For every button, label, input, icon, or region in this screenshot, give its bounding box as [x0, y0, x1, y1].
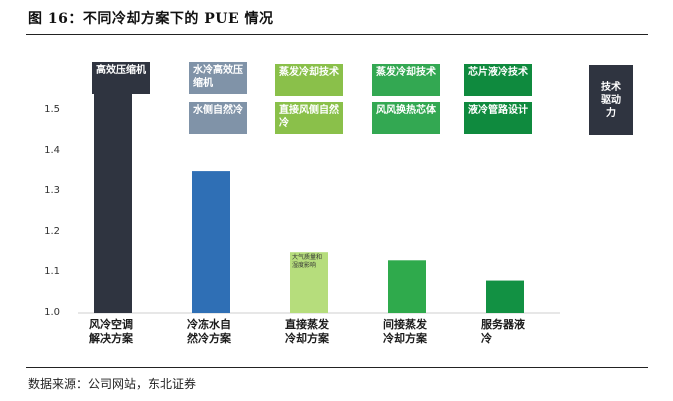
- category-label: 间接蒸发冷却方案: [383, 318, 427, 345]
- y-tick-label: 1.5: [44, 104, 60, 116]
- bar-3: [290, 252, 328, 313]
- figure-source: 数据来源：公司网站，东北证券: [28, 377, 197, 391]
- category-label: 直接蒸发冷却方案: [285, 318, 329, 345]
- category-label: 风冷空调解决方案: [89, 318, 133, 345]
- top-rule: [26, 34, 648, 35]
- bar-2: [192, 171, 230, 313]
- technology-tag: 液冷管路设计: [464, 102, 532, 134]
- bar-4: [388, 260, 426, 313]
- y-tick-label: 1.1: [44, 266, 60, 278]
- driver-tag: 技术驱动力: [589, 65, 633, 135]
- bottom-rule: [26, 367, 648, 368]
- category-label: 冷冻水自然冷方案: [187, 318, 231, 345]
- technology-tag: 蒸发冷却技术: [275, 64, 343, 96]
- technology-tag: 蒸发冷却技术: [372, 64, 440, 96]
- y-tick-label: 1.3: [44, 185, 60, 197]
- category-label: 服务器液冷: [481, 318, 525, 345]
- technology-tag: 芯片液冷技术: [464, 64, 532, 96]
- figure-title: 图 16：不同冷却方案下的 PUE 情况: [28, 11, 274, 27]
- technology-tag: 风风换热芯体: [372, 102, 440, 134]
- technology-tag: 直接风侧自然冷: [275, 102, 343, 134]
- technology-tag: 水冷高效压缩机: [189, 62, 247, 94]
- bar-5: [486, 280, 524, 313]
- y-tick-label: 1.4: [44, 144, 60, 156]
- bar-1: [94, 90, 132, 313]
- technology-tag: 高效压缩机: [92, 62, 150, 94]
- bar-note: 大气质量和湿度影响: [292, 254, 323, 270]
- y-tick-label: 1.0: [44, 307, 60, 318]
- y-tick-label: 1.2: [44, 225, 60, 237]
- technology-tag: 水侧自然冷: [189, 102, 247, 134]
